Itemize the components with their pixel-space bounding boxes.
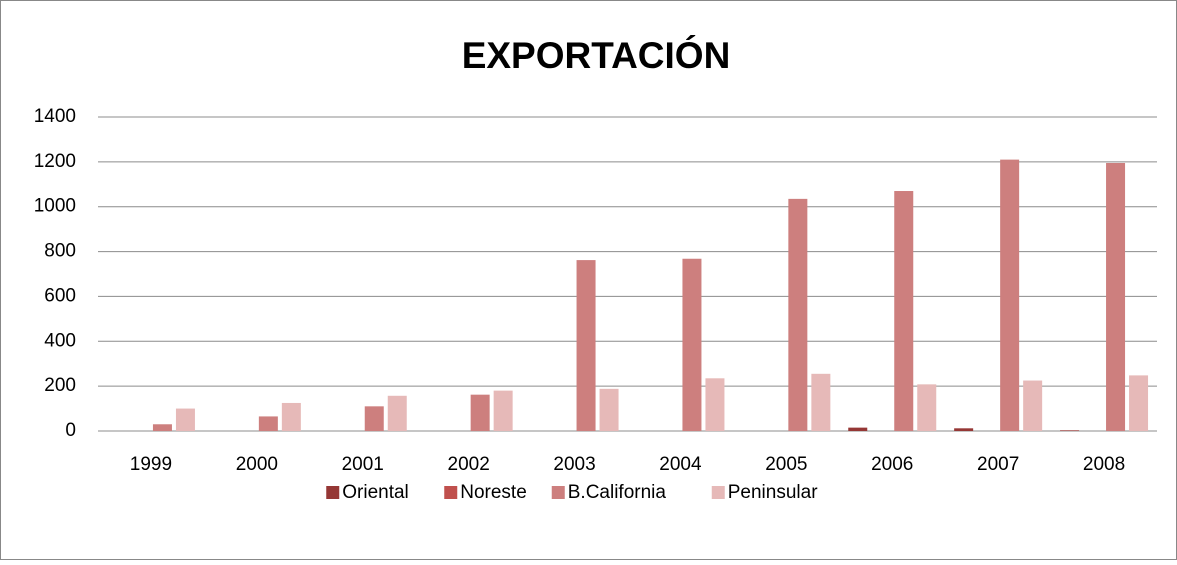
y-tick-label: 200 bbox=[44, 375, 76, 396]
x-tick-label: 2004 bbox=[659, 454, 702, 475]
y-tick-label: 400 bbox=[44, 330, 76, 351]
legend-swatch bbox=[711, 486, 725, 499]
bar bbox=[599, 388, 619, 431]
bar bbox=[364, 406, 384, 431]
bar bbox=[258, 416, 278, 431]
bar bbox=[152, 424, 172, 431]
x-tick-label: 2008 bbox=[1083, 454, 1125, 475]
bar bbox=[848, 427, 868, 431]
y-tick-label: 1000 bbox=[34, 196, 76, 217]
bar bbox=[682, 258, 702, 431]
bar bbox=[470, 394, 490, 431]
bar bbox=[1106, 162, 1126, 431]
x-tick-label: 1999 bbox=[130, 454, 172, 475]
x-tick-label: 2005 bbox=[765, 454, 807, 475]
legend-swatch bbox=[551, 486, 565, 499]
legend-label: B.California bbox=[568, 482, 667, 503]
x-tick-label: 2002 bbox=[448, 454, 490, 475]
legend-label: Oriental bbox=[342, 482, 409, 503]
y-tick-label: 1400 bbox=[34, 106, 76, 127]
bar bbox=[493, 390, 513, 431]
bar bbox=[1000, 159, 1020, 431]
bar bbox=[811, 373, 831, 431]
legend-label: Peninsular bbox=[728, 482, 818, 503]
bar bbox=[1129, 375, 1149, 431]
y-tick-label: 600 bbox=[44, 285, 76, 306]
y-tick-label: 1200 bbox=[34, 151, 76, 172]
bar bbox=[894, 191, 914, 431]
x-tick-label: 2001 bbox=[342, 454, 384, 475]
bar bbox=[917, 384, 937, 431]
bar bbox=[576, 260, 596, 431]
legend-swatch bbox=[444, 486, 458, 499]
x-tick-label: 2000 bbox=[236, 454, 278, 475]
chart-title: EXPORTACIÓN bbox=[462, 34, 731, 76]
bar bbox=[1023, 380, 1043, 431]
bar bbox=[1060, 430, 1080, 431]
legend-swatch bbox=[326, 486, 340, 499]
y-tick-label: 0 bbox=[65, 420, 76, 441]
bar bbox=[954, 428, 974, 431]
legend-label: Noreste bbox=[460, 482, 527, 503]
bar bbox=[175, 408, 195, 431]
x-tick-label: 2003 bbox=[553, 454, 595, 475]
bar bbox=[788, 198, 808, 431]
y-tick-label: 800 bbox=[44, 241, 76, 262]
bar bbox=[387, 395, 407, 431]
x-tick-label: 2007 bbox=[977, 454, 1019, 475]
x-tick-label: 2006 bbox=[871, 454, 913, 475]
bar bbox=[281, 402, 301, 431]
bar bbox=[705, 378, 725, 431]
